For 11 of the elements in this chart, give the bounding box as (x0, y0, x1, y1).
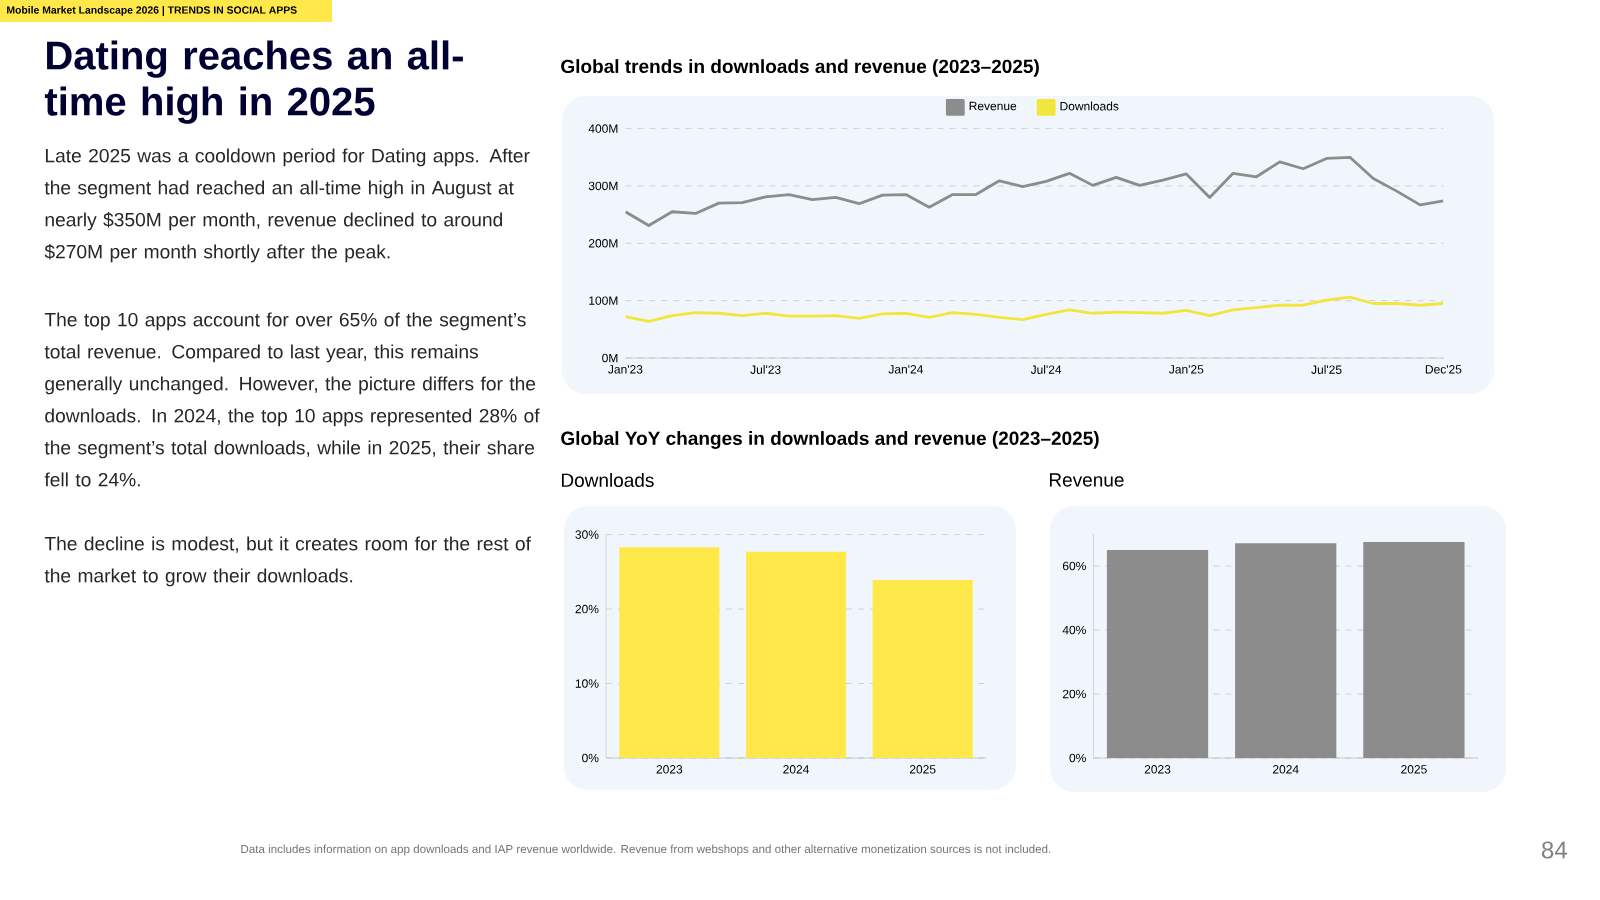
text: The top 10 apps account for over 65% of the segment’s total revenue. Compared to last year, this remains generally unchanged. However, the picture differs for the downloads. In 2024, the top 10 apps represented 28% of the segment’s total downloads, while in 2025, their share fell to 24%. (44, 312, 540, 487)
text: 84 (1541, 841, 1567, 859)
chart-title: Global trends in downloads and revenue (2023–2025) (561, 59, 1039, 77)
text: Dating reaches an all-time high in 2025 (44, 40, 463, 124)
text: Late 2025 was a cooldown period for Dating apps. After the segment had reached an all-time high in August at nearly $350M per month, revenue declined to around $270M per month shortly after the peak. (44, 148, 530, 263)
line-series (625, 155, 1444, 227)
chart-title: Downloads (561, 473, 654, 487)
text: The decline is modest, but it creates room for the rest of the market to grow their downloads. (44, 536, 531, 587)
text: Global YoY changes in downloads and revenue (2023–2025) (561, 431, 1099, 449)
line-series (625, 295, 1444, 323)
chart-title: Revenue (1049, 473, 1124, 487)
